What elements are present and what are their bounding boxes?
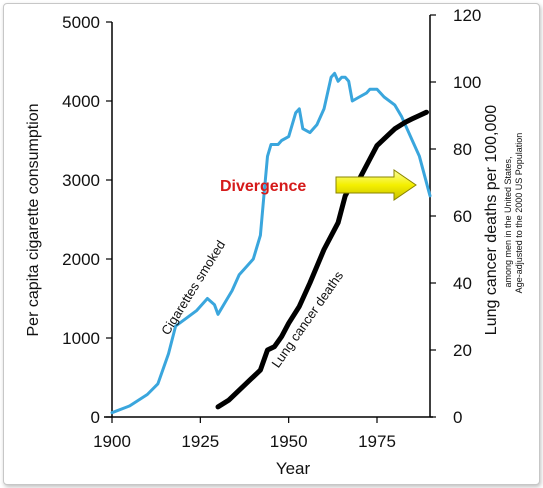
right-y-tick-label: 20 — [453, 341, 472, 360]
right-y-tick-label: 60 — [453, 207, 472, 226]
left-y-tick-label: 2000 — [62, 250, 100, 269]
series-layer — [110, 71, 432, 415]
left-y-tick-label: 3000 — [62, 171, 100, 190]
x-tick-label: 1975 — [358, 432, 396, 451]
left-y-axis-title: Per capita cigarette consumption — [25, 103, 42, 336]
x-axis-title: Year — [276, 459, 311, 478]
right-y-tick-label: 0 — [453, 408, 462, 427]
cigarettes-smoked-line — [110, 71, 432, 415]
ticks-group: 1900 1925 1950 1975 0 1000 2000 3000 4000 5000 0 20… — [62, 6, 481, 451]
right-y-tick-label: 120 — [453, 6, 481, 25]
lung-cancer-deaths-line — [215, 109, 429, 410]
right-y-axis-subtitle-2: Age-adjusted to the 2000 US Population — [514, 133, 524, 294]
axes-group — [104, 15, 433, 418]
chart-frame — [3, 3, 540, 485]
right-y-tick-label: 80 — [453, 140, 472, 159]
x-tick-label: 1900 — [93, 432, 131, 451]
right-y-tick-label: 40 — [453, 274, 472, 293]
left-y-tick-label: 0 — [91, 408, 100, 427]
divergence-arrow — [335, 169, 417, 201]
x-tick-label: 1925 — [181, 432, 219, 451]
left-y-tick-label: 1000 — [62, 329, 100, 348]
right-y-tick-label: 100 — [453, 73, 481, 92]
left-y-tick-label: 5000 — [62, 13, 100, 32]
left-y-tick-label: 4000 — [62, 92, 100, 111]
series-label-cigarettes: Cigarettes smoked — [158, 238, 228, 338]
right-y-axis-title: Lung cancer deaths per 100,000 — [483, 105, 500, 336]
right-y-axis-subtitle-1: among men in the United States, — [503, 156, 513, 287]
divergence-annotation: Divergence — [220, 178, 306, 195]
x-tick-label: 1950 — [270, 432, 308, 451]
